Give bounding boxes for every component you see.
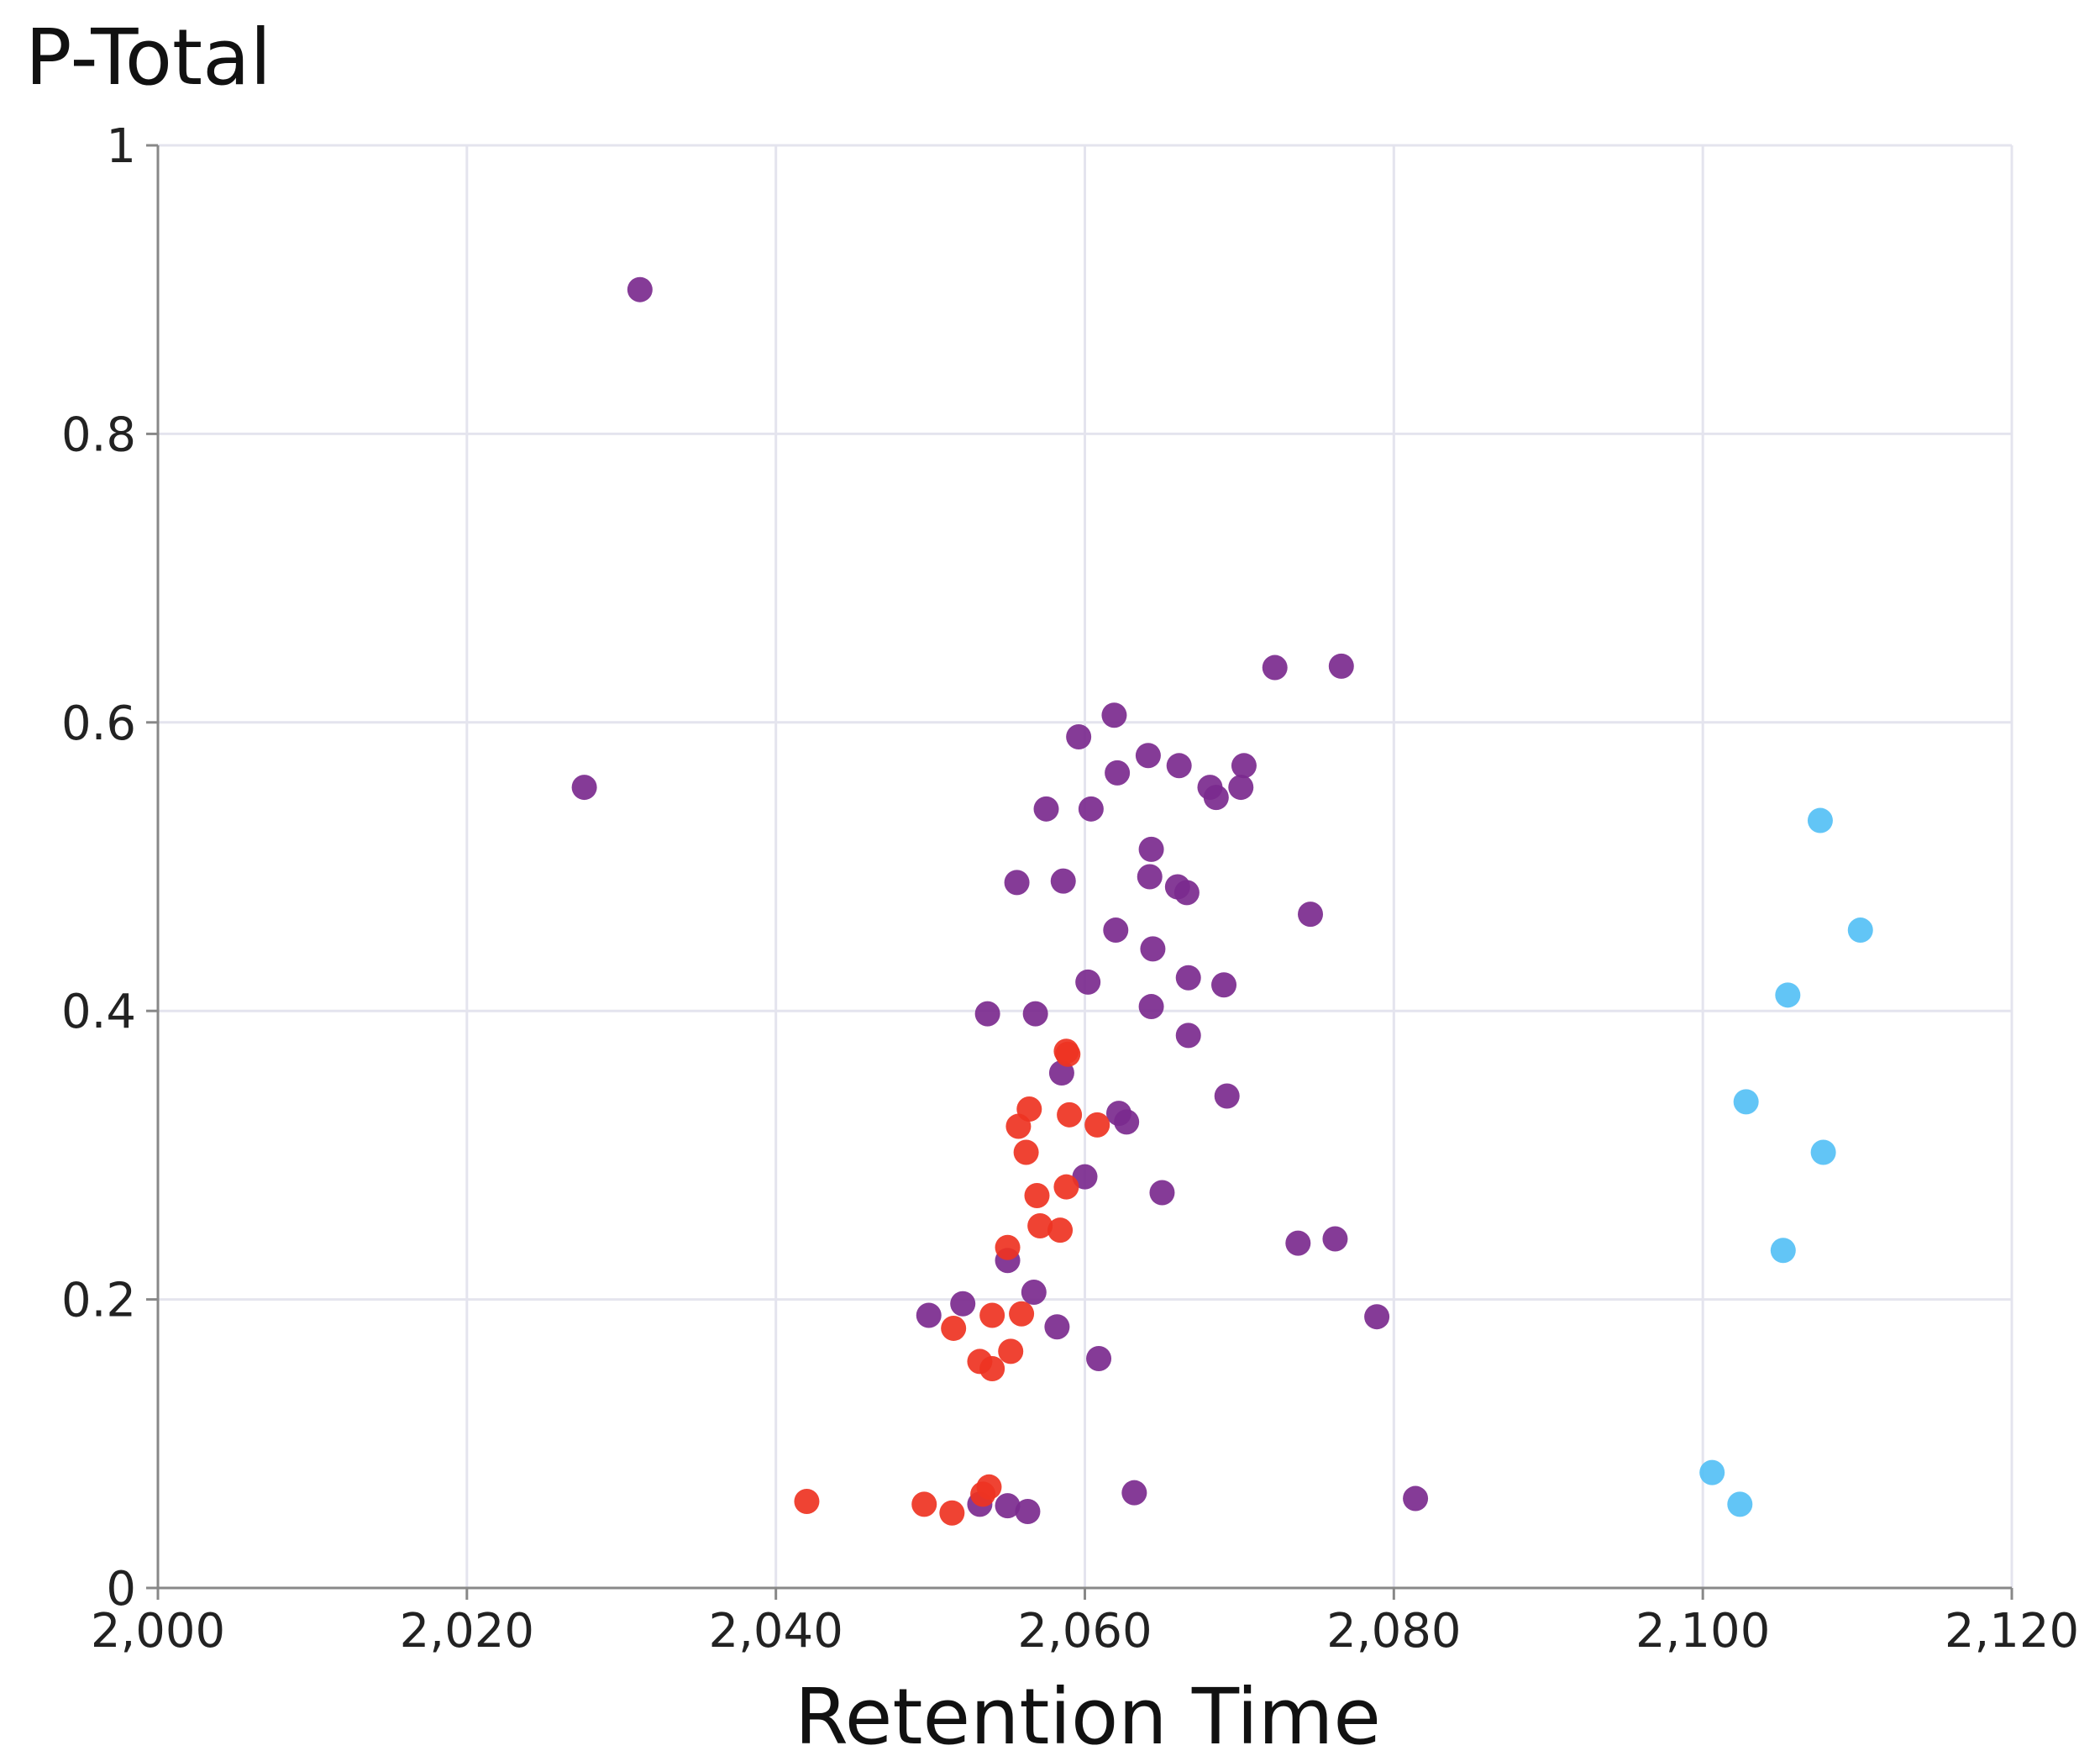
data-point: [1203, 785, 1229, 811]
data-point: [1699, 1459, 1725, 1485]
y-tick-label: 0.4: [61, 985, 136, 1039]
grid: [158, 144, 2013, 1588]
data-point: [1055, 1041, 1081, 1067]
data-point: [1057, 1101, 1083, 1128]
data-point: [1298, 902, 1324, 928]
data-point: [995, 1234, 1021, 1260]
x-tick-label: 2,020: [400, 1604, 534, 1659]
data-point: [911, 1491, 937, 1517]
data-point: [1149, 1180, 1175, 1206]
data-point: [1775, 982, 1801, 1008]
data-point: [979, 1302, 1005, 1328]
x-tick-label: 2,080: [1326, 1604, 1461, 1659]
data-point: [571, 775, 597, 801]
data-point: [916, 1302, 942, 1328]
data-point: [1078, 796, 1104, 822]
y-tick-label: 0.2: [61, 1274, 136, 1328]
data-point: [1211, 972, 1237, 998]
data-point: [1140, 936, 1166, 962]
data-point: [1166, 753, 1192, 779]
data-point: [1084, 1112, 1110, 1138]
data-point: [1403, 1485, 1429, 1512]
data-point: [1114, 1109, 1140, 1135]
data-point: [1075, 969, 1101, 995]
data-point: [1175, 965, 1201, 991]
data-point: [1013, 1139, 1039, 1165]
y-tick-label: 0: [106, 1562, 136, 1617]
data-point: [995, 1493, 1021, 1519]
data-point: [627, 276, 653, 302]
x-tick-label: 2,120: [1945, 1604, 2079, 1659]
data-point: [1138, 994, 1164, 1020]
data-point: [1022, 1001, 1048, 1027]
data-point: [1053, 1174, 1079, 1200]
data-point: [974, 1001, 1000, 1027]
data-point: [1173, 880, 1200, 906]
data-point: [1135, 743, 1161, 769]
data-point: [1086, 1345, 1112, 1371]
data-point: [1103, 917, 1129, 944]
data-point: [1231, 753, 1257, 779]
data-point: [1027, 1213, 1053, 1239]
data-point: [1138, 836, 1164, 862]
data-point: [1072, 1164, 1098, 1190]
data-point: [794, 1488, 820, 1514]
series-2: [1699, 807, 1873, 1517]
data-point: [1047, 1217, 1074, 1243]
data-point: [1050, 868, 1076, 894]
data-point: [1262, 655, 1288, 681]
data-point: [1101, 702, 1127, 728]
data-point: [1021, 1280, 1047, 1306]
x-tick-label: 2,000: [91, 1604, 225, 1659]
y-axis-title: P-Total: [25, 13, 271, 103]
x-tick-label: 2,060: [1017, 1604, 1152, 1659]
data-point: [1137, 864, 1163, 890]
data-point: [1033, 796, 1059, 822]
x-axis-ticks: 2,000 2,020 2,040 2,060 2,080 2,100 2,120: [91, 1588, 2079, 1659]
data-point: [1727, 1491, 1753, 1517]
data-point: [979, 1356, 1005, 1382]
data-point: [1066, 723, 1092, 749]
x-axis-title: Retention Time: [795, 1672, 1381, 1756]
data-point: [1807, 807, 1833, 833]
data-point: [1214, 1083, 1240, 1109]
data-point: [1105, 760, 1131, 786]
y-tick-label: 1: [106, 119, 136, 174]
data-point: [1015, 1498, 1041, 1524]
data-point: [1024, 1182, 1050, 1208]
data-points: [571, 276, 1873, 1526]
data-point: [1004, 870, 1030, 896]
data-point: [1285, 1230, 1311, 1256]
series-1: [794, 1038, 1110, 1526]
data-point: [1364, 1304, 1390, 1330]
y-axis-ticks: 0 0.2 0.4 0.6 0.8 1: [61, 119, 158, 1617]
data-point: [1121, 1480, 1147, 1506]
data-point: [1322, 1226, 1348, 1252]
data-point: [1228, 775, 1254, 801]
data-point: [1770, 1238, 1796, 1264]
data-point: [1847, 917, 1873, 944]
data-point: [950, 1291, 976, 1317]
data-point: [1009, 1301, 1035, 1327]
x-tick-label: 2,100: [1635, 1604, 1770, 1659]
data-point: [1044, 1314, 1070, 1340]
data-point: [1810, 1139, 1836, 1165]
data-point: [998, 1338, 1024, 1364]
y-tick-label: 0.8: [61, 407, 136, 462]
data-point: [970, 1481, 996, 1507]
data-point: [1175, 1023, 1201, 1049]
x-tick-label: 2,040: [709, 1604, 843, 1659]
data-point: [1733, 1089, 1759, 1115]
data-point: [939, 1500, 965, 1526]
y-tick-label: 0.6: [61, 697, 136, 751]
data-point: [1005, 1113, 1032, 1139]
data-point: [1328, 653, 1354, 679]
series-0: [571, 276, 1429, 1524]
data-point: [941, 1315, 967, 1341]
